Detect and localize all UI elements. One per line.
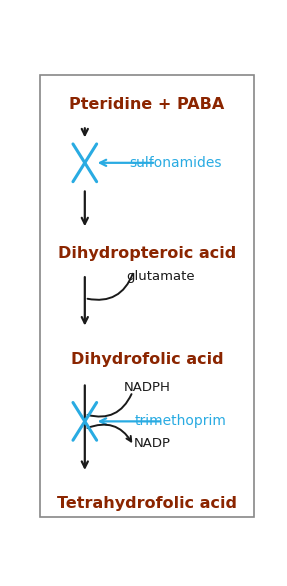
Text: Pteridine + PABA: Pteridine + PABA — [69, 97, 225, 112]
Text: Dihydrofolic acid: Dihydrofolic acid — [71, 352, 223, 367]
Text: Dihydropteroic acid: Dihydropteroic acid — [58, 246, 236, 261]
Text: NADPH: NADPH — [124, 380, 170, 394]
Text: trimethoprim: trimethoprim — [135, 414, 226, 428]
Text: NADP: NADP — [134, 437, 171, 451]
Text: sulfonamides: sulfonamides — [130, 156, 222, 170]
Text: Tetrahydrofolic acid: Tetrahydrofolic acid — [57, 496, 237, 511]
Text: glutamate: glutamate — [126, 271, 195, 284]
